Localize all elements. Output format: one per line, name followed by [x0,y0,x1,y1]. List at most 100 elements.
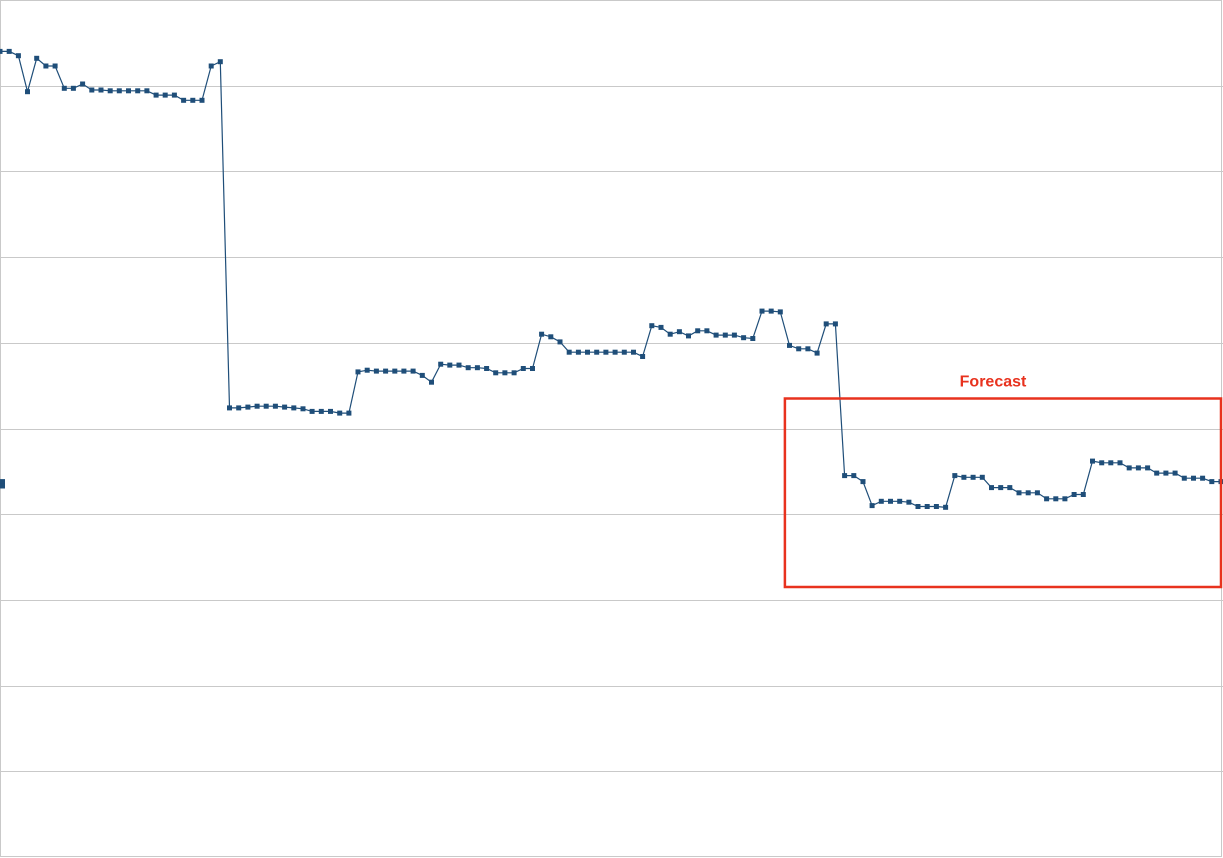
data-point [1126,465,1132,471]
data-point [676,329,682,335]
data-point [741,335,747,341]
series-line [0,50,1221,508]
data-point [245,404,251,410]
data-point [419,372,425,378]
forecast-label: Forecast [960,374,1027,391]
data-point [943,504,949,510]
data-point [337,410,343,416]
data-point [1071,492,1077,497]
data-point [474,365,480,371]
data-point [25,89,30,95]
data-point [438,361,444,367]
data-point [1034,490,1040,496]
series-markers [0,48,1223,510]
data-point [575,349,581,355]
data-point [70,85,76,91]
data-point [135,88,141,94]
data-point [869,503,875,509]
data-point [254,403,260,409]
data-point [1145,465,1151,471]
data-point [1172,470,1178,476]
data-point [814,350,820,356]
data-point [842,473,848,479]
data-point [190,97,196,103]
data-point [263,403,269,409]
data-point [1044,496,1050,502]
data-point [1108,460,1114,466]
data-point [1053,496,1059,502]
data-point [80,81,86,87]
data-point [502,370,508,376]
data-point [695,328,701,334]
data-point [530,366,535,371]
data-point [153,92,159,98]
data-point [1062,496,1068,502]
data-point [1154,470,1160,476]
data-point [539,331,545,337]
data-point [713,332,719,338]
data-point [144,88,150,94]
data-point [777,309,783,315]
data-point [1117,460,1123,466]
data-point [933,504,939,509]
data-point [107,88,113,94]
data-point [456,362,462,368]
data-point [612,349,618,355]
data-point [1099,460,1105,466]
data-point [465,365,471,371]
data-point [1209,479,1215,485]
data-point [43,63,49,69]
data-point [979,474,985,480]
data-point [61,85,67,91]
data-point [860,479,866,485]
data-point [401,368,407,374]
data-point [98,87,104,93]
data-point [924,504,930,509]
data-point [796,346,802,352]
data-point [557,339,563,345]
data-point [309,408,315,414]
data-point [750,336,756,341]
data-point [447,362,453,368]
data-point [272,403,278,409]
data-point [658,324,664,330]
data-point [364,367,370,373]
data-point [236,405,242,411]
data-point [282,404,288,410]
data-point [888,498,893,504]
data-point [878,498,884,504]
data-point [181,97,187,103]
data-point [34,55,40,61]
data-point [0,48,3,54]
data-point [823,321,829,327]
data-point [318,408,324,414]
data-point [328,408,333,414]
data-point [15,53,21,59]
data-point [768,308,774,314]
data-point [116,88,122,94]
data-point [1163,470,1169,476]
data-point [952,473,958,479]
data-point [1200,475,1206,481]
data-point [989,485,994,491]
data-point [373,368,379,374]
data-point [199,97,205,103]
data-point [621,349,627,355]
data-point [906,499,912,505]
data-point [897,498,903,504]
data-point [603,349,609,355]
data-point [566,349,572,355]
data-point [383,368,389,374]
data-point [1016,490,1022,496]
data-point [722,332,728,338]
data-point [89,87,95,93]
data-point [1135,465,1141,471]
data-point [805,346,811,352]
data-point [0,479,5,485]
forecast-region-box [783,397,1223,589]
data-point [6,48,12,54]
data-point [667,331,673,337]
data-point [704,328,710,334]
